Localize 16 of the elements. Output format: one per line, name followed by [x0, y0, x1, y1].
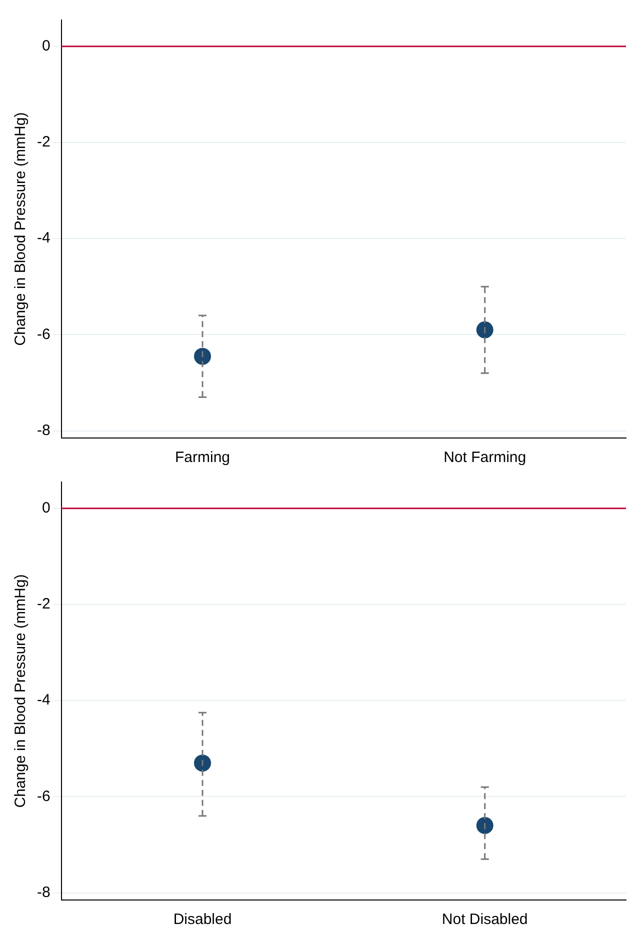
x-tick-label: Farming — [174, 449, 230, 466]
y-tick-label: -8 — [36, 422, 50, 439]
x-tick-label: Disabled — [173, 911, 232, 928]
y-tick-label: -6 — [36, 326, 50, 343]
y-axis-title: Change in Blood Pressure (mmHg) — [12, 112, 30, 346]
y-tick-label: -2 — [36, 596, 50, 613]
y-tick-label: -2 — [36, 134, 50, 151]
y-tick-label: -4 — [36, 692, 50, 709]
y-axis-title: Change in Blood Pressure (mmHg) — [12, 574, 30, 808]
y-tick-label: -4 — [36, 230, 50, 247]
y-tick-label: -6 — [36, 788, 50, 805]
x-tick-label: Not Disabled — [442, 911, 528, 928]
x-tick-label: Not Farming — [444, 449, 526, 466]
y-tick-label: 0 — [42, 500, 50, 517]
y-tick-label: -8 — [36, 884, 50, 901]
y-tick-label: 0 — [42, 38, 50, 55]
